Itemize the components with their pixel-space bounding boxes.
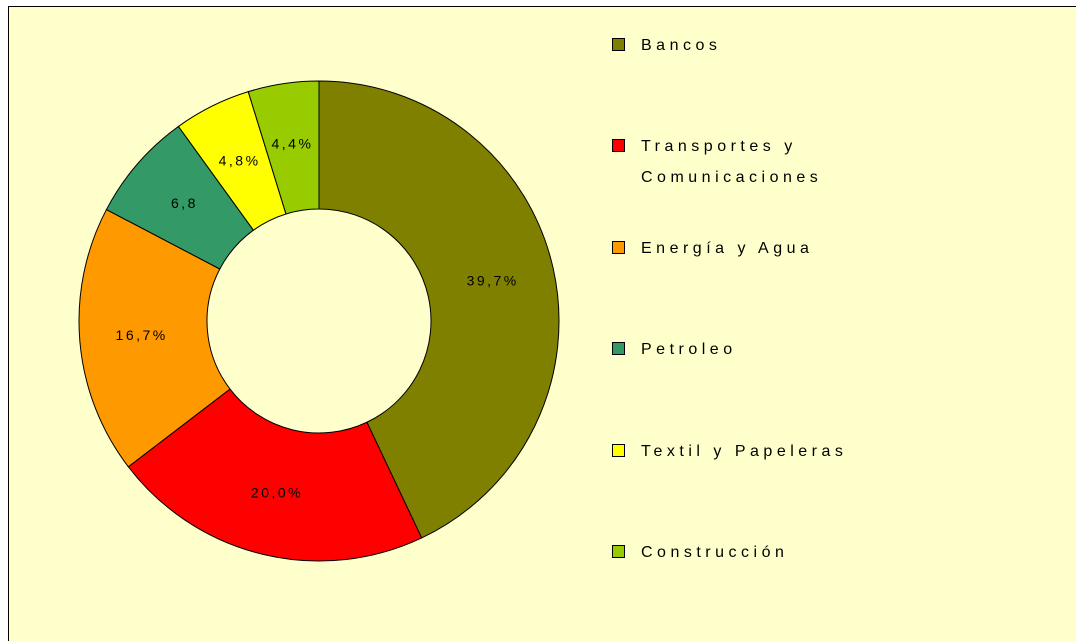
legend-label: Textil y Papeleras bbox=[641, 442, 848, 460]
legend-label: Transportes y Comunicaciones bbox=[641, 138, 823, 187]
data-label: 4,4% bbox=[272, 136, 314, 152]
chart: 39,7% 20,0% 16,7% 6,8 4,8% 4,4% Bancos Transpo… bbox=[8, 6, 1076, 641]
legend-swatch bbox=[612, 443, 625, 457]
legend-swatch bbox=[612, 139, 625, 153]
donut-segment bbox=[78, 208, 231, 468]
legend-label: Bancos bbox=[641, 37, 722, 54]
legend-label: Energía y Agua bbox=[641, 239, 814, 257]
data-label: 16,7% bbox=[116, 327, 168, 343]
data-label: 20,0% bbox=[251, 485, 303, 501]
donut-plot: 39,7% 20,0% 16,7% 6,8 4,8% 4,4% bbox=[78, 80, 560, 562]
data-label: 4,8% bbox=[219, 152, 261, 168]
legend-swatch bbox=[612, 342, 625, 356]
legend-swatch bbox=[612, 545, 625, 558]
legend-swatch bbox=[612, 38, 625, 51]
legend-swatch bbox=[612, 240, 625, 254]
donut-segment bbox=[247, 80, 320, 215]
legend-label: Construcción bbox=[641, 544, 789, 561]
legend-label: Petroleo bbox=[641, 341, 737, 359]
data-label: 39,7% bbox=[467, 273, 519, 289]
donut-segment bbox=[318, 80, 560, 539]
data-label: 6,8 bbox=[171, 195, 198, 211]
donut-segment bbox=[127, 388, 423, 562]
